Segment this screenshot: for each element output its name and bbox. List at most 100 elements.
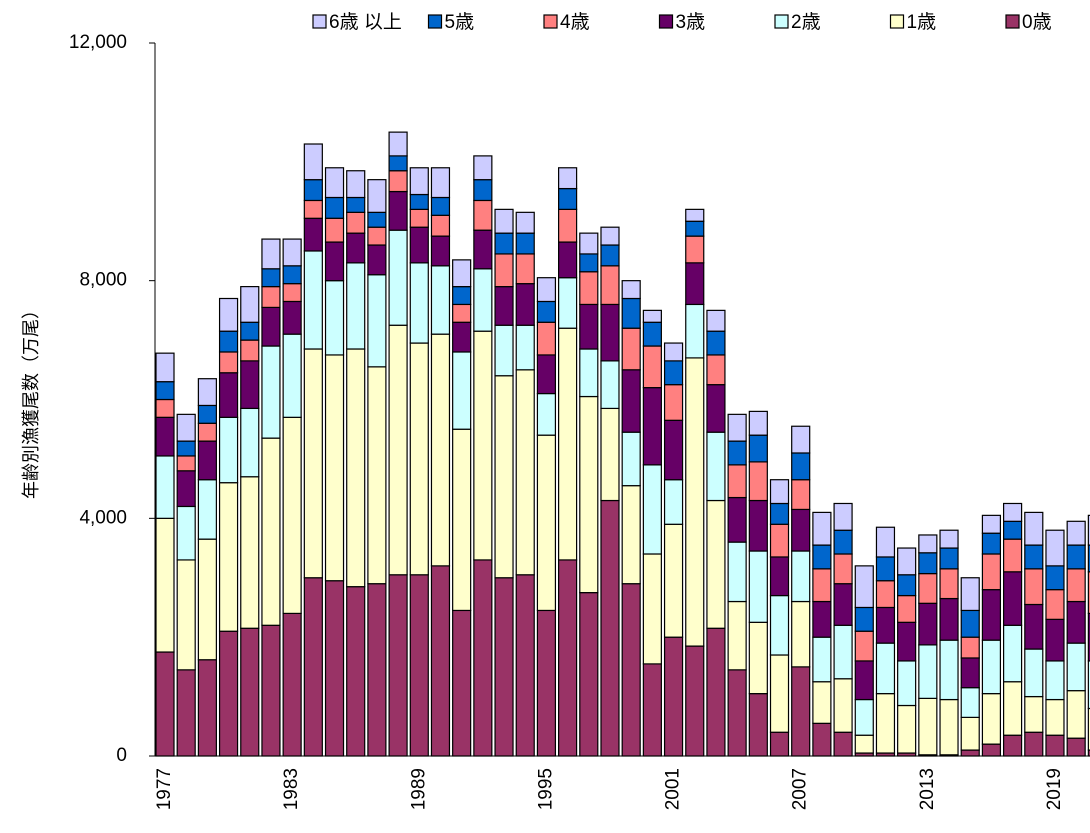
bar-segment <box>875 526 896 558</box>
bar-segment <box>430 196 451 216</box>
bar-segment <box>981 553 1002 591</box>
bar-segment <box>515 232 535 255</box>
bar-segment <box>409 342 429 576</box>
bar-segment <box>748 550 768 623</box>
bar-segment <box>155 517 175 653</box>
bar-segment <box>240 476 260 629</box>
bar-segment <box>367 211 387 228</box>
bar-segment <box>833 553 853 585</box>
bar-segment <box>409 167 429 196</box>
bar-segment <box>367 226 387 246</box>
bar-segment <box>494 577 514 757</box>
bar-segment <box>1002 520 1023 540</box>
bar-segment <box>558 187 578 210</box>
bar-segment <box>452 259 472 288</box>
bar-segment <box>218 416 239 484</box>
bar-segment <box>600 226 620 246</box>
bar-segment <box>854 630 874 662</box>
bar-segment <box>600 360 620 410</box>
bar-segment <box>388 574 408 757</box>
bar-segment <box>218 482 239 632</box>
bar-segment <box>579 271 599 306</box>
bar-segment <box>960 636 980 659</box>
bar-segment <box>197 404 217 424</box>
bar-segment <box>303 217 323 252</box>
bar-segment <box>727 464 747 499</box>
bar-segment <box>197 440 217 481</box>
bar-segment <box>261 345 281 439</box>
bar-segment <box>346 262 366 350</box>
bar-segment <box>812 636 832 683</box>
x-tick-label: 2013 <box>917 768 938 810</box>
bar-segment <box>515 211 535 234</box>
x-tick-label: 1989 <box>408 768 429 810</box>
bar-segment <box>981 639 1002 695</box>
bar-segment <box>388 170 408 193</box>
bar-segment <box>430 235 451 267</box>
bar-segment <box>367 366 387 585</box>
bar-segment <box>197 479 217 540</box>
x-tick-label: 2007 <box>790 768 811 810</box>
bar-segment <box>791 508 811 552</box>
bar-segment <box>685 262 705 306</box>
bar-segment <box>558 208 578 243</box>
bar-segment <box>473 330 493 561</box>
bar-segment <box>303 348 323 579</box>
bar-segment <box>558 277 578 329</box>
bar-segment <box>769 502 790 525</box>
bar-segment <box>282 416 302 615</box>
bar-segment <box>939 698 959 756</box>
bar-segment <box>324 196 345 219</box>
bar-segment <box>197 378 217 407</box>
bar-segment <box>388 229 408 326</box>
bar-segment <box>875 606 896 644</box>
bar-segment <box>367 583 387 757</box>
bar-segment <box>324 217 345 243</box>
legend-swatch <box>658 14 674 29</box>
bar-segment <box>981 532 1002 555</box>
bar-segment <box>791 600 811 668</box>
bar-segment <box>536 277 557 303</box>
bar-segment <box>176 440 196 457</box>
bar-segment <box>1002 624 1023 683</box>
bar-segment <box>536 609 557 757</box>
bar-segment <box>176 413 196 442</box>
bar-segment <box>261 624 281 757</box>
bar-segment <box>346 170 366 199</box>
bar-segment <box>536 434 557 612</box>
bar-segment <box>324 167 345 199</box>
bar-segment <box>1087 544 1090 573</box>
bar-segment <box>155 455 175 519</box>
bar-segment <box>897 547 917 576</box>
bar-segment <box>981 514 1002 534</box>
legend-swatch <box>312 14 327 29</box>
bar-segment <box>282 300 302 335</box>
bar-segment <box>430 167 451 199</box>
bar-segment <box>494 232 514 255</box>
bar-segment <box>367 274 387 368</box>
bar-segment <box>960 577 980 612</box>
bar-segment <box>515 369 535 576</box>
bar-segment <box>324 241 345 282</box>
bar-segment <box>1087 612 1090 662</box>
bar-segment <box>218 330 239 353</box>
bar-segment <box>558 241 578 279</box>
x-tick-label: 1977 <box>154 768 175 810</box>
bar-segment <box>240 339 260 362</box>
bar-segment <box>897 704 917 754</box>
y-tick-label: 0 <box>116 745 127 766</box>
bar-segment <box>579 348 599 398</box>
bar-segment <box>875 693 896 754</box>
bar-segment <box>854 698 874 736</box>
bar-segment <box>1045 618 1065 662</box>
bar-segment <box>430 265 451 335</box>
bar-segment <box>600 499 620 757</box>
bar-segment <box>346 211 366 234</box>
bar-segment <box>303 250 323 350</box>
bar-segment <box>812 568 832 603</box>
bar-segment <box>1087 749 1090 757</box>
bar-segment <box>833 678 853 733</box>
bar-segment <box>197 538 217 661</box>
bar-segment <box>706 431 726 502</box>
bar-segment <box>897 574 917 597</box>
